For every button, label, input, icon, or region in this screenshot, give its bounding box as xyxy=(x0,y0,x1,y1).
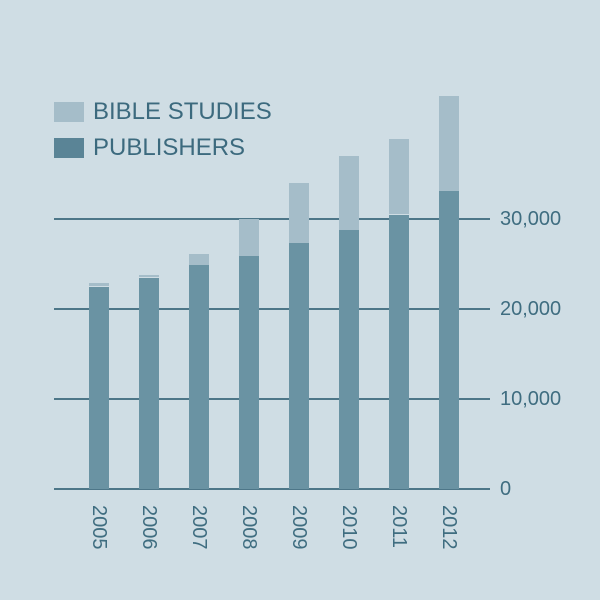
bar-publishers-2005 xyxy=(89,286,109,489)
bar-publishers-2010 xyxy=(339,229,359,489)
bar-bible-studies-2007 xyxy=(189,254,209,265)
chart-legend: BIBLE STUDIES PUBLISHERS xyxy=(54,94,272,166)
bar-publishers-2011 xyxy=(389,214,409,489)
bar-publishers-2009 xyxy=(289,243,309,489)
bar-publishers-2008 xyxy=(239,255,259,489)
x-tick-label-2008: 2008 xyxy=(238,505,260,550)
y-tick-label: 10,000 xyxy=(500,388,562,410)
bar-bible-studies-2011 xyxy=(389,138,409,215)
x-tick-label-2007: 2007 xyxy=(188,505,210,550)
bar-publishers-2007 xyxy=(189,264,209,489)
bar-bible-studies-2006 xyxy=(139,274,159,278)
bar-bible-studies-2005 xyxy=(89,282,109,287)
x-tick-label-2005: 2005 xyxy=(88,505,110,550)
y-tick-label: 20,000 xyxy=(500,298,562,320)
y-tick-label: 0 xyxy=(500,478,512,500)
gridline-30000 xyxy=(54,218,490,220)
x-tick-label-2011: 2011 xyxy=(388,505,410,549)
legend-item-bible-studies: BIBLE STUDIES xyxy=(54,94,272,130)
legend-item-publishers: PUBLISHERS xyxy=(54,130,272,166)
x-tick-label-2012: 2012 xyxy=(438,505,460,550)
bar-publishers-2006 xyxy=(139,277,159,489)
x-tick-label-2009: 2009 xyxy=(288,505,310,550)
bar-bible-studies-2008 xyxy=(239,219,259,256)
bar-bible-studies-2009 xyxy=(289,183,309,244)
legend-label-publishers: PUBLISHERS xyxy=(93,134,246,161)
x-tick-label-2006: 2006 xyxy=(138,505,160,550)
bar-publishers-2012 xyxy=(439,191,459,489)
x-tick-label-2010: 2010 xyxy=(338,505,360,550)
bar-bible-studies-2012 xyxy=(439,95,459,192)
legend-label-bible-studies: BIBLE STUDIES xyxy=(93,98,272,125)
gridline-20000 xyxy=(54,308,490,310)
gridline-0 xyxy=(54,488,490,490)
y-tick-label: 30,000 xyxy=(500,208,562,230)
bar-bible-studies-2010 xyxy=(339,156,359,230)
legend-swatch-bible-studies xyxy=(54,102,84,122)
legend-swatch-publishers xyxy=(54,138,84,158)
gridline-10000 xyxy=(54,398,490,400)
